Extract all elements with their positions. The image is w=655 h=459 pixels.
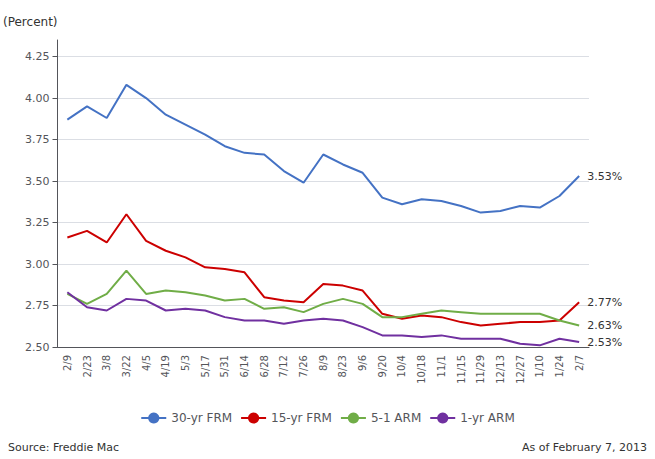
svg-text:9/6: 9/6 (357, 355, 368, 371)
svg-text:5/31: 5/31 (219, 355, 230, 377)
svg-text:30-yr FRM: 30-yr FRM (171, 411, 232, 425)
svg-text:8/23: 8/23 (337, 355, 348, 377)
svg-text:2.50: 2.50 (25, 341, 50, 354)
svg-text:11/15: 11/15 (456, 355, 467, 384)
svg-text:8/9: 8/9 (318, 355, 329, 371)
svg-text:5-1 ARM: 5-1 ARM (371, 411, 421, 425)
svg-text:12/27: 12/27 (515, 355, 526, 384)
svg-text:3/8: 3/8 (101, 355, 112, 371)
svg-text:6/14: 6/14 (239, 355, 250, 377)
svg-text:3.75: 3.75 (25, 133, 50, 146)
svg-text:10/4: 10/4 (396, 355, 407, 377)
svg-text:12/13: 12/13 (495, 355, 506, 384)
svg-text:4.25: 4.25 (25, 50, 50, 63)
svg-text:7/12: 7/12 (278, 355, 289, 377)
svg-text:2/23: 2/23 (82, 355, 93, 377)
svg-text:9/20: 9/20 (377, 355, 388, 377)
svg-text:1/10: 1/10 (534, 355, 545, 377)
svg-text:3.25: 3.25 (25, 216, 50, 229)
svg-text:15-yr FRM: 15-yr FRM (271, 411, 332, 425)
svg-text:3.53%: 3.53% (587, 170, 622, 183)
svg-text:4/19: 4/19 (160, 355, 171, 377)
svg-text:1/24: 1/24 (554, 355, 565, 377)
svg-text:11/29: 11/29 (475, 355, 486, 384)
svg-text:(Percent): (Percent) (3, 15, 58, 29)
svg-text:2/7: 2/7 (574, 355, 585, 371)
svg-text:As of February 7, 2013: As of February 7, 2013 (522, 441, 647, 454)
svg-text:1-yr ARM: 1-yr ARM (460, 411, 515, 425)
svg-text:2/9: 2/9 (62, 355, 73, 371)
svg-text:5/3: 5/3 (180, 355, 191, 371)
svg-text:6/28: 6/28 (259, 355, 270, 377)
svg-text:2.53%: 2.53% (587, 336, 622, 349)
svg-text:7/26: 7/26 (298, 355, 309, 377)
svg-text:10/18: 10/18 (416, 355, 427, 384)
svg-text:3.50: 3.50 (25, 175, 50, 188)
svg-text:11/1: 11/1 (436, 355, 447, 377)
svg-text:2.77%: 2.77% (587, 296, 622, 309)
svg-text:3.00: 3.00 (25, 258, 50, 271)
svg-text:5/17: 5/17 (200, 355, 211, 377)
svg-text:4/5: 4/5 (141, 355, 152, 371)
svg-text:4.00: 4.00 (25, 92, 50, 105)
svg-text:Source: Freddie Mac: Source: Freddie Mac (8, 441, 119, 454)
svg-text:2.75: 2.75 (25, 299, 50, 312)
svg-text:2.63%: 2.63% (587, 319, 622, 332)
svg-text:3/22: 3/22 (121, 355, 132, 377)
